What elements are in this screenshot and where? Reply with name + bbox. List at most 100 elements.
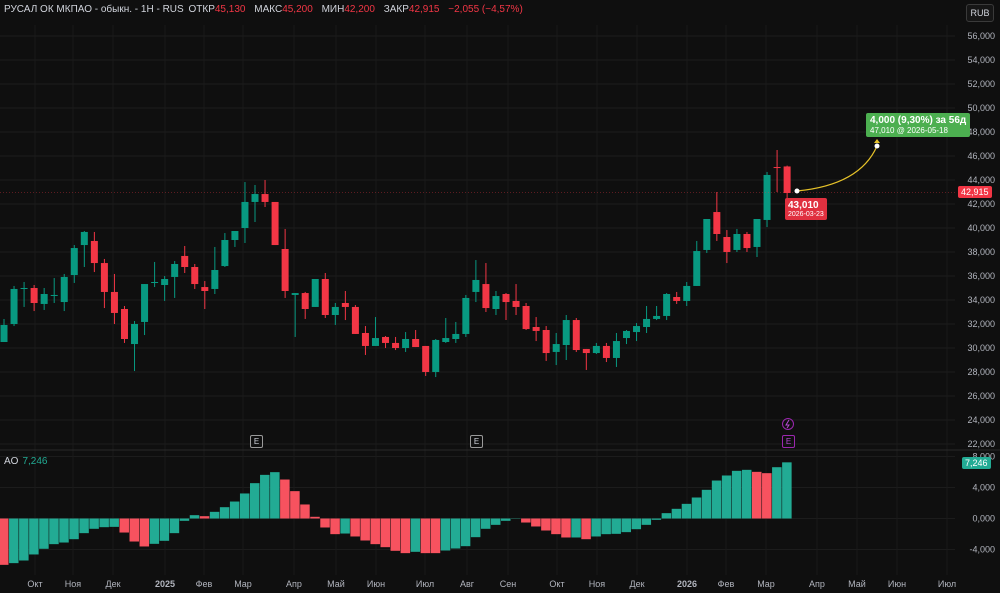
candle[interactable] <box>512 284 520 315</box>
ao-bar[interactable] <box>430 518 441 554</box>
ao-bar[interactable] <box>390 518 401 551</box>
candle[interactable] <box>382 336 390 348</box>
ao-bar[interactable] <box>501 518 511 521</box>
ao-bar[interactable] <box>621 518 631 533</box>
candle[interactable] <box>60 273 68 312</box>
earnings-badge[interactable]: E <box>782 435 795 448</box>
ao-bar[interactable] <box>310 516 320 519</box>
projection-label[interactable]: 4,000 (9,30%) за 56д 47,010 @ 2026-05-18 <box>866 113 971 137</box>
candle[interactable] <box>723 230 731 264</box>
earnings-badge[interactable]: E <box>250 435 263 448</box>
ao-bar[interactable] <box>159 518 170 541</box>
candle[interactable] <box>271 201 279 246</box>
ao-bar[interactable] <box>571 518 581 538</box>
candle[interactable] <box>100 258 108 309</box>
candle[interactable] <box>622 330 630 345</box>
candle[interactable] <box>562 315 570 360</box>
candle[interactable] <box>612 333 620 367</box>
ao-bar[interactable] <box>711 480 722 519</box>
ao-bar[interactable] <box>350 518 360 537</box>
ao-bar[interactable] <box>440 518 451 551</box>
ao-bar[interactable] <box>99 518 109 528</box>
candle[interactable] <box>392 336 400 351</box>
candle[interactable] <box>663 293 671 321</box>
ao-bar[interactable] <box>260 474 270 519</box>
candle[interactable] <box>412 330 420 348</box>
ao-bar[interactable] <box>531 518 541 527</box>
ao-bar[interactable] <box>209 511 220 519</box>
price-axis[interactable]: 56,000 54,000 52,000 50,000 48,000 46,000 44,0… <box>967 31 995 449</box>
ao-bar[interactable] <box>480 518 491 529</box>
ao-bar[interactable] <box>671 508 682 519</box>
ao-bar[interactable] <box>119 518 129 533</box>
candle[interactable] <box>80 231 88 267</box>
candle[interactable] <box>120 306 128 343</box>
ao-bar[interactable] <box>59 518 69 543</box>
ao-bar[interactable] <box>179 518 190 521</box>
candle[interactable] <box>713 192 721 241</box>
candle[interactable] <box>281 228 289 298</box>
candle[interactable] <box>492 291 500 315</box>
lightning-icon[interactable] <box>782 418 794 430</box>
ao-bar[interactable] <box>561 518 571 538</box>
candle[interactable] <box>552 333 560 366</box>
candle[interactable] <box>633 323 641 342</box>
candle[interactable] <box>171 261 179 298</box>
ao-bar[interactable] <box>109 518 119 527</box>
ao-bar[interactable] <box>320 518 330 528</box>
candle[interactable] <box>422 345 430 376</box>
ao-bar[interactable] <box>631 518 642 530</box>
ao-bar[interactable] <box>89 518 99 529</box>
candle[interactable] <box>131 321 139 372</box>
earnings-badge[interactable]: E <box>470 435 483 448</box>
candle[interactable] <box>592 342 600 354</box>
candle[interactable] <box>753 219 761 258</box>
ao-bar[interactable] <box>340 518 350 534</box>
ao-bar[interactable] <box>189 515 200 519</box>
candle[interactable] <box>40 288 48 310</box>
candle[interactable] <box>502 293 510 321</box>
ao-bar[interactable] <box>551 518 561 535</box>
candle[interactable] <box>30 285 38 312</box>
candle[interactable] <box>151 261 159 288</box>
ao-bar[interactable] <box>229 501 240 519</box>
candle[interactable] <box>402 332 410 352</box>
ao-bar[interactable] <box>300 504 310 519</box>
ao-bar[interactable] <box>752 471 762 519</box>
ao-bar[interactable] <box>731 470 742 519</box>
ao-bar[interactable] <box>9 518 19 564</box>
ao-bar[interactable] <box>741 469 752 519</box>
candle[interactable] <box>341 291 349 321</box>
currency-button[interactable]: RUB <box>966 4 994 22</box>
ao-bar[interactable] <box>450 518 461 549</box>
candle[interactable] <box>673 291 681 304</box>
candle[interactable] <box>532 317 540 342</box>
ao-bar[interactable] <box>79 518 89 534</box>
ao-bar[interactable] <box>420 518 431 554</box>
candle[interactable] <box>261 180 269 207</box>
ao-bar[interactable] <box>380 518 391 548</box>
candle[interactable] <box>181 246 189 273</box>
candle[interactable] <box>251 185 259 222</box>
candle[interactable] <box>321 273 329 318</box>
candle[interactable] <box>351 305 359 334</box>
ao-bar[interactable] <box>541 518 551 531</box>
candle[interactable] <box>371 317 379 346</box>
candle[interactable] <box>291 293 299 337</box>
candle[interactable] <box>462 294 470 337</box>
ao-bar[interactable] <box>581 518 591 540</box>
projection-start-label[interactable]: 43,010 2026-03-23 <box>785 198 827 220</box>
candle[interactable] <box>572 318 580 352</box>
ao-bar[interactable] <box>199 516 210 519</box>
ao-bar[interactable] <box>601 518 611 535</box>
ao-bar[interactable] <box>139 518 150 547</box>
candle[interactable] <box>0 318 8 342</box>
ao-bar[interactable] <box>39 518 49 549</box>
ao-bar[interactable] <box>591 518 601 537</box>
ao-bar[interactable] <box>721 475 732 519</box>
candle[interactable] <box>231 231 239 247</box>
ao-bar[interactable] <box>69 518 79 540</box>
ao-bar[interactable] <box>290 491 300 519</box>
ao-bar[interactable] <box>762 473 772 519</box>
